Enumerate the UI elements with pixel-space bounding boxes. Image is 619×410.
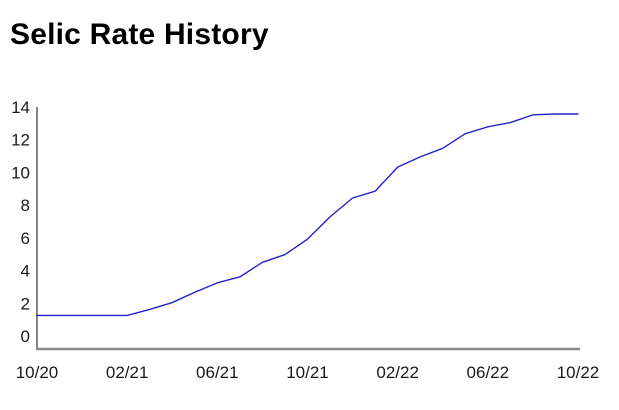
x-axis-tick-label: 10/20 (16, 363, 59, 382)
y-axis-tick-label: 2 (21, 294, 30, 313)
y-axis-tick-label: 6 (21, 229, 30, 248)
x-axis-tick-label: 06/22 (467, 363, 510, 382)
x-axis-tick-label: 10/22 (557, 363, 600, 382)
y-axis-tick-label: 0 (21, 327, 30, 346)
chart-title: Selic Rate History (10, 18, 269, 51)
x-axis-tick-label: 02/22 (376, 363, 419, 382)
y-axis-tick-label: 14 (11, 98, 30, 117)
y-axis-tick-label: 4 (21, 262, 30, 281)
y-axis-tick-label: 8 (21, 196, 30, 215)
y-axis-tick-label: 10 (11, 163, 30, 182)
x-axis-tick-label: 02/21 (106, 363, 149, 382)
selic-rate-series-line (36, 113, 579, 317)
y-axis-tick-label: 12 (11, 131, 30, 150)
x-axis-tick-label: 06/21 (196, 363, 239, 382)
x-axis-tick-label: 10/21 (286, 363, 329, 382)
